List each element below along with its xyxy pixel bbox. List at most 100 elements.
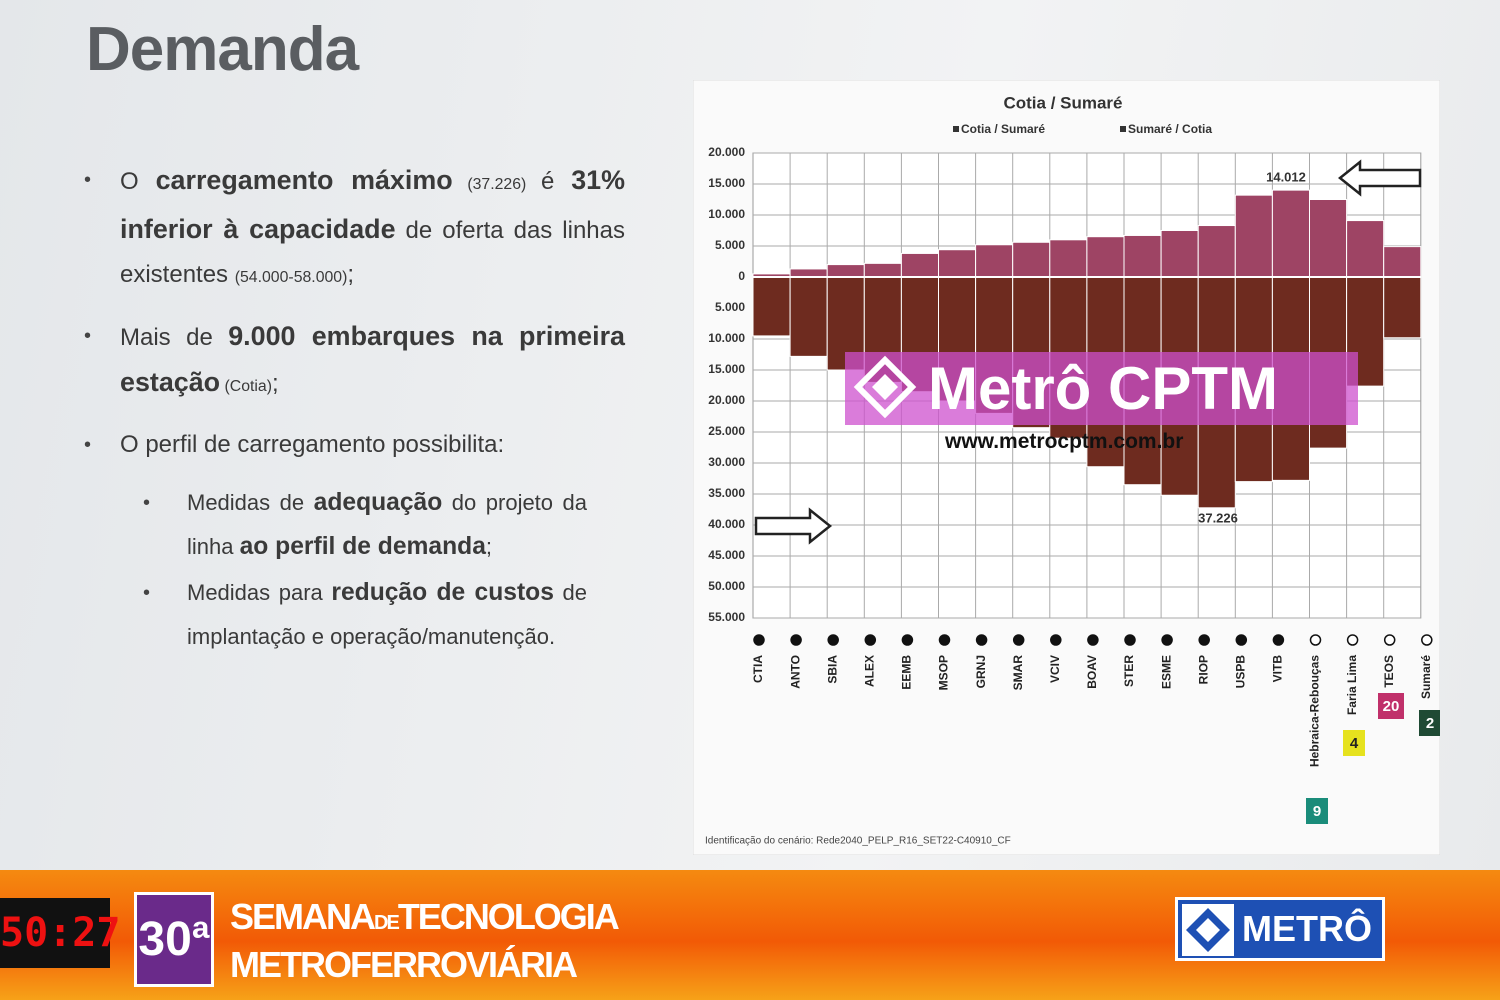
x-tick-label: USPB [1233,655,1247,689]
y-tick-label: 15.000 [708,176,745,190]
bar [863,262,902,278]
bullet-text: 9.000 embarques na primeira estação [120,321,625,397]
station-dot [753,634,765,646]
bar [1383,246,1422,278]
bar [752,276,791,337]
bullet: O perfil de carregamento possibilita: [84,423,625,467]
y-tick-label: 0 [738,269,745,283]
bar [1049,239,1088,278]
x-tick-label: EEMB [900,655,914,690]
y-tick-label: 25.000 [708,424,745,438]
bar [826,264,865,278]
y-tick-label: 10.000 [708,331,745,345]
bar [1086,236,1125,278]
line-badge: 2 [1419,710,1440,736]
x-tick-label: MSOP [937,655,951,690]
bar [1346,220,1385,278]
footnote: Identificação do cenário: Rede2040_PELP_… [705,836,1011,847]
x-tick-label: ESME [1159,655,1173,689]
bullet-text: é [540,168,572,195]
bar [1234,194,1273,278]
station-dot [1346,634,1359,646]
annotation: 37.226 [1198,510,1238,525]
x-tick-label: SMAR [1011,655,1025,691]
y-tick-label: 40.000 [708,517,745,531]
bar [1383,276,1422,339]
bar [938,249,977,278]
x-tick-label: RIOP [1196,655,1210,684]
legend-label: Sumaré / Cotia [1128,122,1212,136]
bullet: O carregamento máximo (37.226) é 31% inf… [84,158,626,300]
y-tick-label: 15.000 [708,362,745,376]
bullet-text: Mais de [120,324,229,351]
bullet-text: adequação [313,489,443,516]
station-dot [1235,634,1248,646]
station-dot [1309,634,1322,646]
watermark-brand: Metrô CPTM [928,355,1278,422]
event-word: METROFERROVIÁRIA [230,944,578,985]
x-tick-label: GRNJ [974,655,988,688]
station-dot [827,634,839,646]
bar [1160,230,1199,278]
station-dot [864,634,877,646]
station-dot [1421,634,1433,646]
station-dot [1383,634,1396,646]
line-badge: 9 [1306,798,1328,824]
y-tick-label: 55.000 [708,610,745,624]
x-tick-label: VCIV [1048,655,1062,683]
y-tick-label: 50.000 [708,579,745,593]
event-word: DE [374,912,400,934]
y-tick-label: 5.000 [715,300,745,314]
station-dot [938,634,951,646]
bar [900,252,940,278]
line-badge: 20 [1378,693,1404,719]
bullet-text: ; [347,261,355,288]
bullet-text: O perfil de carregamento possibilita: [120,431,505,458]
x-tick-label: Faria Lima [1345,655,1359,715]
bullet-text: de implantação e operação/manutenção. [187,580,587,649]
x-tick-label: STER [1122,655,1136,687]
station-dot [790,634,802,646]
bullet-text: (Cotia) [220,378,273,395]
y-tick-label: 10.000 [708,207,745,221]
station-dot [1012,634,1025,646]
annotation: 14.012 [1266,169,1306,184]
bar [975,244,1014,278]
station-dot [975,634,988,646]
x-tick-label: Hebraica-Rebouças [1308,655,1322,767]
y-tick-label: 35.000 [708,486,745,500]
bullet-text: ; [485,534,493,559]
bullet-text: O [120,168,156,195]
chart: 20.000 15.000 10.000 5.000 0 5.000 10.000 15.00… [693,80,1440,855]
station-dot [1161,634,1173,646]
legend-label: Cotia / Sumaré [961,122,1045,136]
bar [1123,234,1162,278]
bullet-text: de oferta das linhas existentes [120,217,626,288]
y-tick-label: 5.000 [715,238,745,252]
arrow [1337,159,1422,197]
bullet-text: 31% inferior à capacidade [120,165,626,244]
badge-label: 20 [1383,698,1400,715]
bar [789,276,828,357]
x-tick-label: BOAV [1085,655,1099,689]
watermark-box [845,352,1358,425]
bar [789,268,828,278]
station-dot [1087,634,1099,646]
bullet-text: carregamento máximo [155,165,453,195]
line-badge: 4 [1343,730,1365,756]
station-dot [1198,634,1210,646]
y-tick-label: 30.000 [708,455,745,469]
bullet-text: (37.226) [452,176,541,193]
station-dot [901,634,914,646]
footer-banner: 50:27 30ª SEMANADETECNOLOGIA METROFERROV… [0,870,1500,1000]
y-tick-label: 20.000 [708,145,745,159]
bullet-text: do projeto da linha [187,490,588,559]
bullet-text: ao perfil de demanda [239,533,486,560]
x-tick-label: VITB [1271,655,1285,683]
x-tick-label: CTIA [751,655,765,683]
bar [1197,225,1236,278]
badge-label: 2 [1426,715,1434,732]
bar [1309,199,1348,278]
legend-swatch [1120,126,1126,132]
